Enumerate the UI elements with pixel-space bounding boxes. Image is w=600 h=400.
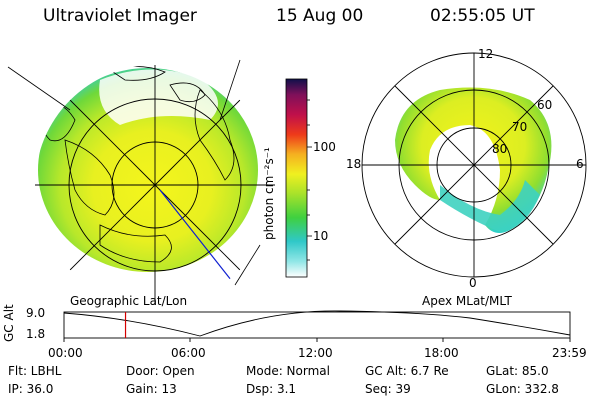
timeline-plot — [63, 310, 571, 342]
geo-aurora-image — [38, 68, 258, 272]
time-label: 02:55:05 UT — [430, 6, 535, 26]
timeline-tick-0600: 06:00 — [171, 346, 206, 360]
terminator-line — [159, 189, 236, 286]
polar-map — [361, 52, 587, 278]
date-label: 15 Aug 00 — [276, 6, 364, 26]
status-glat: GLat: 85.0 — [486, 364, 549, 378]
mlt-label-bottom: 0 — [469, 276, 477, 290]
status-gain: Gain: 13 — [126, 382, 177, 396]
timeline-ymin: 1.8 — [26, 327, 46, 341]
mlat-label-70: 70 — [512, 120, 528, 134]
timeline-tick-0000: 00:00 — [48, 346, 83, 360]
status-glon: GLon: 332.8 — [486, 382, 559, 396]
colorbar-unit-label: photon cm⁻²s⁻¹ — [262, 147, 276, 240]
mlat-label-60: 60 — [537, 98, 553, 112]
status-gc-alt: GC Alt: 6.7 Re — [365, 364, 449, 378]
polar-map-label: Apex MLat/MLT — [422, 294, 512, 308]
timeline-ylabel: GC Alt — [2, 304, 16, 342]
mlt-label-left: 18 — [346, 157, 362, 171]
mlt-label-right: 6 — [576, 157, 584, 171]
status-seq: Seq: 39 — [365, 382, 411, 396]
status-dsp: Dsp: 3.1 — [246, 382, 297, 396]
status-door: Door: Open — [126, 364, 195, 378]
altitude-curve — [63, 310, 571, 337]
instrument-title: Ultraviolet Imager — [43, 6, 197, 26]
colorbar — [285, 78, 312, 278]
mlt-label-top: 12 — [478, 47, 494, 61]
mlt-meridians — [362, 53, 586, 277]
geo-map-label: Geographic Lat/Lon — [70, 294, 188, 308]
colorbar-tick-100: 100 — [313, 140, 336, 154]
geo-longitude-grid — [35, 65, 275, 305]
timeline-tick-1200: 12:00 — [298, 346, 333, 360]
timeline-ymax: 9.0 — [26, 306, 46, 320]
timeline-tick-1800: 18:00 — [424, 346, 459, 360]
status-ip: IP: 36.0 — [8, 382, 54, 396]
timeline-tick-2359: 23:59 — [552, 346, 587, 360]
colorbar-tick-10: 10 — [313, 229, 329, 243]
geographic-map — [7, 59, 275, 305]
mlat-label-80: 80 — [492, 142, 508, 156]
polar-aurora-oval — [395, 87, 552, 234]
status-filter: Flt: LBHL — [8, 364, 62, 378]
status-mode: Mode: Normal — [246, 364, 330, 378]
